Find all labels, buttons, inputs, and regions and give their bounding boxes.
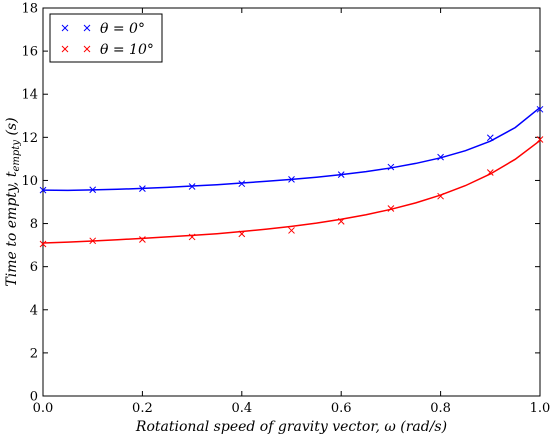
y-tick-label: 10 [21, 174, 38, 189]
marker-stroke [139, 236, 146, 243]
legend-marker [83, 45, 91, 53]
data-point [238, 230, 246, 238]
y-axis-label-main: Time to empty, [4, 177, 20, 286]
legend-marker [61, 24, 69, 32]
data-point [288, 176, 295, 183]
legend-label: θ = 0° [100, 21, 145, 37]
data-point [89, 186, 97, 194]
marker-stroke [238, 230, 246, 238]
data-point [188, 233, 196, 241]
data-point [486, 134, 494, 142]
data-point [39, 240, 47, 248]
marker-stroke [83, 45, 91, 53]
marker-stroke [486, 169, 494, 176]
y-tick-label: 18 [21, 2, 38, 17]
ticks-layer: 0.0 0.2 0.4 0.6 0.8 1.0 0 2 4 6 8 10 12 14 16 18 [21, 2, 550, 417]
legend-label: θ = 10° [100, 42, 154, 58]
marker-stroke [89, 186, 97, 194]
marker-stroke [387, 205, 395, 212]
x-tick-label: 0.6 [331, 401, 352, 416]
data-point [536, 136, 544, 143]
marker-stroke [139, 185, 146, 192]
legend-box [49, 13, 163, 63]
series-0 [39, 105, 544, 194]
data-point [437, 192, 444, 200]
marker-stroke [39, 186, 47, 194]
x-axis-label: Rotational speed of gravity vector, ω (r… [135, 419, 447, 435]
y-tick-label: 8 [30, 217, 38, 232]
y-tick-label: 16 [21, 45, 38, 60]
marker-stroke [188, 183, 196, 190]
data-point [337, 218, 345, 225]
series-fit-line [42, 107, 541, 192]
marker-stroke [437, 153, 444, 161]
x-tick-label: 0.2 [132, 401, 153, 416]
series-layer [39, 105, 544, 248]
data-point [288, 227, 295, 234]
data-point [139, 236, 146, 243]
legend-item: θ = 0° [61, 21, 145, 37]
legend-marker [83, 24, 91, 32]
marker-stroke [337, 218, 345, 225]
marker-stroke [437, 192, 444, 200]
marker-stroke [337, 171, 345, 178]
y-axis-label-var: t [4, 171, 20, 177]
marker-stroke [536, 136, 544, 143]
data-point [387, 205, 395, 212]
x-tick-label: 1.0 [530, 401, 550, 416]
y-axis-label-sub: empty [11, 140, 22, 172]
data-point [238, 180, 246, 188]
y-tick-label: 14 [21, 88, 38, 103]
x-tick-label: 0.0 [33, 401, 54, 416]
marker-stroke [61, 24, 69, 32]
x-tick-label: 0.4 [231, 401, 252, 416]
marker-stroke [288, 176, 295, 183]
marker-stroke [89, 237, 97, 245]
y-axis-label-unit: (s) [4, 117, 20, 140]
x-tick-label: 0.8 [430, 401, 451, 416]
legend-item: θ = 10° [61, 42, 154, 58]
marker-stroke [288, 227, 295, 234]
legend-marker [61, 45, 69, 53]
marker-stroke [536, 105, 544, 113]
marker-stroke [238, 180, 246, 188]
y-tick-label: 6 [30, 260, 38, 275]
data-point [337, 171, 345, 178]
data-point [536, 105, 544, 113]
y-tick-label: 4 [30, 303, 38, 318]
series-fit-line [42, 139, 541, 244]
marker-stroke [39, 240, 47, 248]
legend: θ = 0° θ = 10° [49, 13, 163, 63]
y-tick-label: 2 [30, 346, 38, 361]
marker-stroke [188, 233, 196, 241]
marker-stroke [387, 163, 395, 171]
data-point [387, 163, 395, 171]
data-point [188, 183, 196, 190]
data-point [89, 237, 97, 245]
y-tick-label: 12 [21, 131, 38, 146]
series-1 [39, 136, 544, 248]
data-point [39, 186, 47, 194]
data-point [486, 169, 494, 176]
marker-stroke [83, 24, 91, 32]
data-point [139, 185, 146, 192]
y-tick-label: 0 [30, 390, 38, 405]
data-point [437, 153, 444, 161]
marker-stroke [486, 134, 494, 142]
plot-frame [42, 7, 541, 397]
marker-stroke [61, 45, 69, 53]
y-axis-label: Time to empty, tempty (s) [4, 117, 22, 286]
